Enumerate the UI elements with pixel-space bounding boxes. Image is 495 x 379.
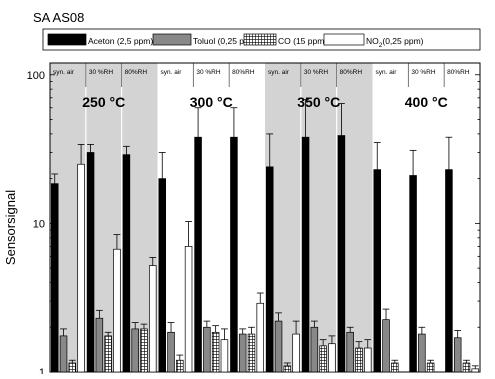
bar-aceton xyxy=(446,170,453,372)
temperature-label: 300 °C xyxy=(190,94,233,110)
bar-no2 xyxy=(257,303,264,372)
bar-toluol xyxy=(60,336,67,372)
bar-toluol xyxy=(96,318,103,372)
bar-aceton xyxy=(410,175,417,372)
temperature-label: 250 °C xyxy=(82,94,125,110)
condition-label: 30 %RH xyxy=(411,69,436,76)
bar-co xyxy=(391,363,398,372)
legend-label-rest: (0,25 ppm) xyxy=(382,36,423,46)
bar-no2 xyxy=(149,266,156,372)
bar-toluol xyxy=(383,320,390,372)
bar-aceton xyxy=(87,152,94,372)
legend-swatch-no2 xyxy=(324,34,364,45)
bar-co xyxy=(105,336,112,372)
bar-no2 xyxy=(364,348,371,372)
condition-label: syn. air xyxy=(268,69,290,76)
bar-no2 xyxy=(472,369,479,372)
condition-label: syn. air xyxy=(161,69,183,76)
legend-swatch-co xyxy=(244,34,276,45)
bar-toluol xyxy=(454,338,461,372)
bar-aceton xyxy=(51,184,58,372)
bar-co xyxy=(248,334,255,372)
condition-label: 80%RH xyxy=(340,69,363,76)
condition-label: 80%RH xyxy=(125,69,148,76)
bar-co xyxy=(176,360,183,372)
bar-aceton xyxy=(123,155,130,372)
condition-label: 80%RH xyxy=(232,69,255,76)
bar-aceton xyxy=(231,137,238,372)
bar-toluol xyxy=(418,334,425,372)
bar-aceton xyxy=(195,137,202,372)
bar-co xyxy=(69,363,76,372)
bar-no2 xyxy=(185,246,192,372)
temperature-label: 350 °C xyxy=(297,94,340,110)
bar-toluol xyxy=(311,327,318,372)
bar-aceton xyxy=(159,179,166,372)
bar-co xyxy=(463,363,470,372)
bar-co xyxy=(427,363,434,372)
chart-title: SA AS08 xyxy=(33,10,84,25)
y-axis-label: Sensorsignal xyxy=(3,190,18,265)
bar-co xyxy=(320,346,327,372)
bar-toluol xyxy=(132,329,139,372)
legend-label-main: NO xyxy=(366,36,379,46)
bar-aceton xyxy=(338,136,345,372)
bar-aceton xyxy=(266,167,273,372)
condition-label: 30 %RH xyxy=(304,69,329,76)
bar-aceton xyxy=(374,170,381,372)
legend-swatch-toluol xyxy=(153,34,191,45)
bar-co xyxy=(284,366,291,372)
y-tick-label: 1 xyxy=(39,367,45,374)
temperature-label: 400 °C xyxy=(405,94,448,110)
condition-label: 30 %RH xyxy=(89,69,114,76)
bar-aceton xyxy=(302,137,309,372)
condition-label: syn. air xyxy=(376,69,398,76)
condition-label: 80%RH xyxy=(447,69,470,76)
y-tick-label: 100 xyxy=(27,70,45,82)
bar-toluol xyxy=(275,321,282,372)
bar-no2 xyxy=(293,334,300,372)
condition-label: syn. air xyxy=(53,69,75,76)
bar-toluol xyxy=(239,334,246,372)
condition-label: 30 %RH xyxy=(196,69,221,76)
bar-toluol xyxy=(203,327,210,372)
bar-no2 xyxy=(221,340,228,372)
bar-toluol xyxy=(168,332,175,372)
bar-no2 xyxy=(329,344,336,372)
legend-swatch-aceton xyxy=(48,34,86,45)
bar-co xyxy=(141,329,148,372)
y-tick-label: 10 xyxy=(33,218,45,230)
bar-co xyxy=(212,332,219,372)
bar-no2 xyxy=(114,249,121,372)
bar-toluol xyxy=(347,332,354,372)
legend-label: CO (15 ppm) xyxy=(278,36,327,46)
bar-co xyxy=(356,348,363,372)
legend-label: Aceton (2,5 ppm) xyxy=(88,36,153,46)
bar-no2 xyxy=(78,164,85,372)
